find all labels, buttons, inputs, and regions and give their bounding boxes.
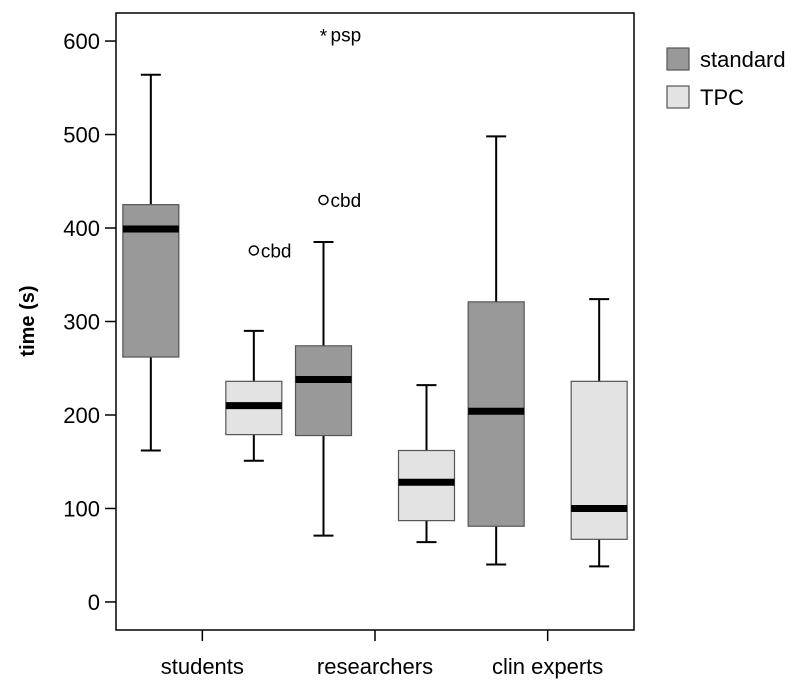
outlier-circle-marker [318,194,329,206]
outlier-label: cbd [261,241,292,262]
boxes-layer [122,73,628,568]
box-students-tpc [225,329,283,462]
box-iqr [294,345,353,437]
y-tick-label: 0 [88,590,100,615]
outlier-label: psp [331,26,362,47]
x-category-label: researchers [317,654,433,679]
y-tick-label: 400 [63,216,100,241]
y-tick-label: 300 [63,310,100,335]
y-axis-title: time (s) [17,285,39,356]
outlier-circle-marker [248,245,260,256]
y-tick-label: 500 [63,123,100,148]
y-tick-label: 200 [63,403,100,428]
plot-frame [115,12,635,631]
outlier-star-marker: * [320,27,328,48]
box-clin-experts-standard [467,135,525,566]
legend-label-tpc: TPC [700,85,744,110]
box-researchers-standard [294,241,353,537]
y-axis: 0 100 200 300 400 500 600 [63,29,116,615]
box-iqr [570,380,628,540]
legend: standard TPC [666,47,786,110]
box-clin-experts-tpc [570,298,628,568]
legend-label-standard: standard [700,47,786,72]
box-students-standard [122,73,180,452]
x-category-label: students [161,654,244,679]
y-tick-label: 600 [63,29,100,54]
x-category-label: clin experts [492,654,603,679]
x-axis: students researchers clin experts [161,630,603,679]
outliers-layer: cbd cbd * psp [248,26,362,262]
legend-swatch-tpc [666,85,690,109]
legend-swatch-standard [666,47,690,71]
outlier-label: cbd [331,191,362,212]
y-tick-label: 100 [63,496,100,521]
box-researchers-tpc [397,384,456,544]
